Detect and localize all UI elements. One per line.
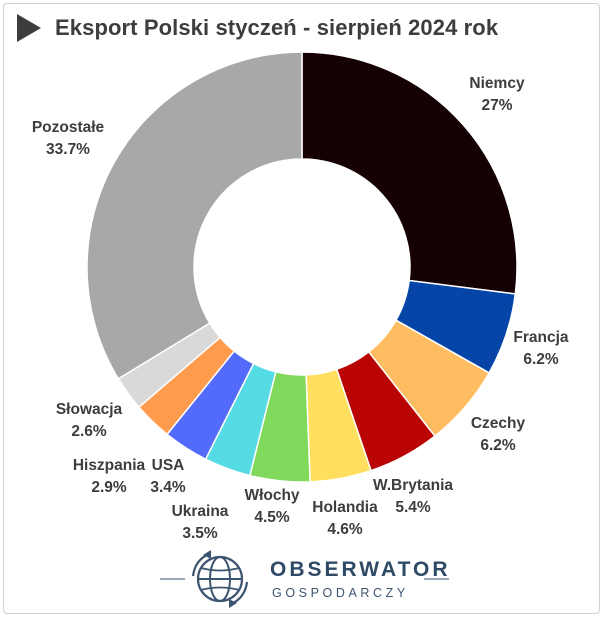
label-value: 4.5% <box>254 509 290 526</box>
label-category: Słowacja <box>56 401 123 418</box>
label-value: 6.2% <box>480 437 516 454</box>
chart-title: Eksport Polski styczeń - sierpień 2024 r… <box>55 15 499 40</box>
label-value: 2.9% <box>91 479 127 496</box>
label-category: Holandia <box>312 499 378 516</box>
footer-divider-right <box>424 578 449 580</box>
labels-group: Niemcy 27% Francja 6.2% Czechy 6.2% W.Brytania… <box>32 75 569 542</box>
label-category: USA <box>152 457 185 474</box>
label-category: Włochy <box>244 487 299 504</box>
footer-divider-left <box>160 578 185 580</box>
label-category: Czechy <box>471 415 526 432</box>
brand-name: OBSERWATOR <box>270 558 451 581</box>
label-value: 5.4% <box>395 499 431 516</box>
slices-group <box>86 51 518 483</box>
label-value: 33.7% <box>46 141 90 158</box>
label-category: Ukraina <box>172 503 229 520</box>
label-category: Niemcy <box>469 75 525 92</box>
globe-icon <box>191 550 249 608</box>
label-category: Hiszpania <box>73 457 146 474</box>
label-category: Francja <box>513 329 569 346</box>
label-value: 3.4% <box>150 479 186 496</box>
label-value: 4.6% <box>327 521 363 538</box>
label-category: Pozostałe <box>32 119 105 136</box>
donut-hole <box>194 159 410 375</box>
label-category: W.Brytania <box>373 477 453 494</box>
label-value: 2.6% <box>71 423 107 440</box>
label-value: 27% <box>481 97 512 114</box>
title-row: Eksport Polski styczeń - sierpień 2024 r… <box>17 14 498 42</box>
brand-subtitle: GOSPODARCZY <box>272 586 409 600</box>
play-arrow-icon <box>17 14 41 42</box>
label-value: 6.2% <box>523 351 559 368</box>
label-value: 3.5% <box>182 525 218 542</box>
